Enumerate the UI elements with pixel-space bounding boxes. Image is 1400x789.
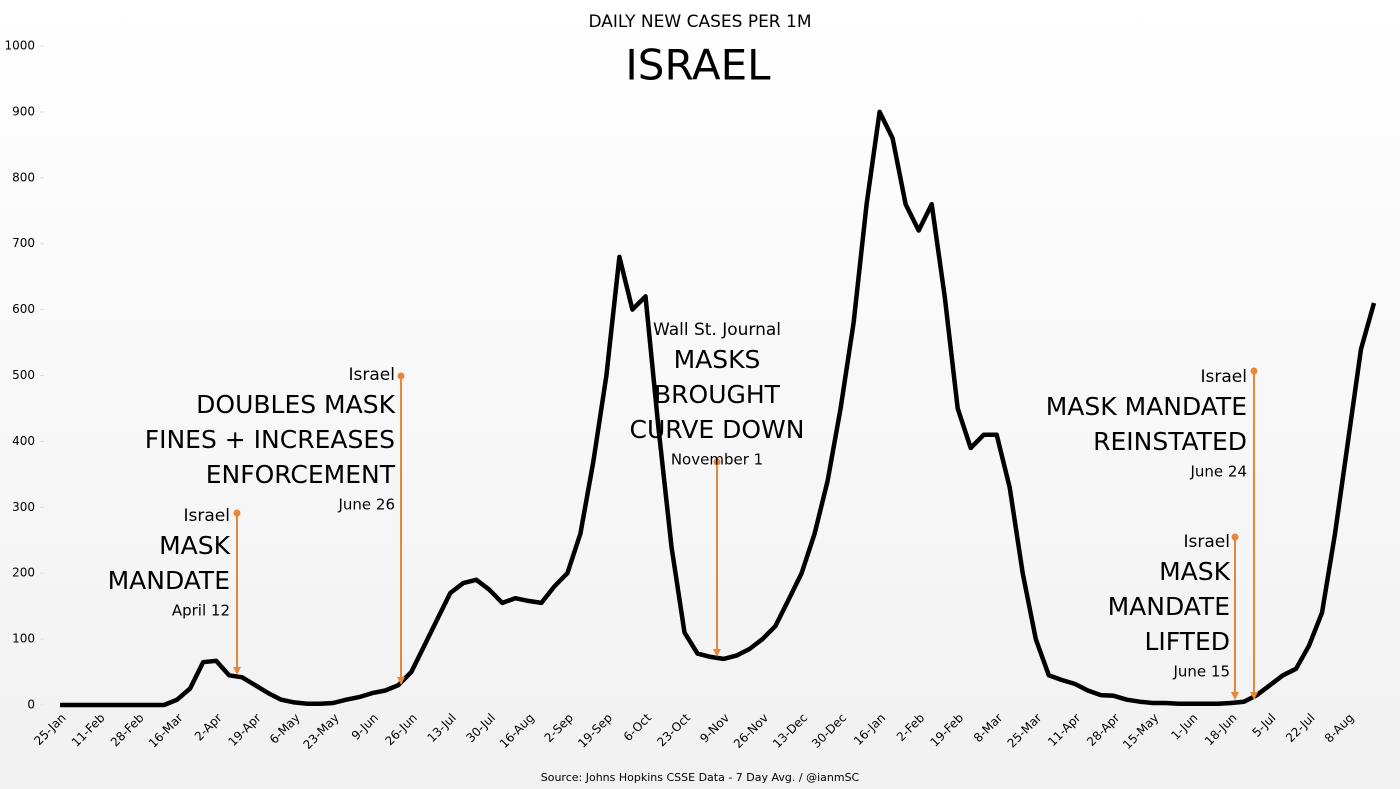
annotation-text: MASK [1159,557,1231,586]
annotation-text: MANDATE [108,566,230,595]
annotation-arrowhead [713,649,721,657]
annotation-text: MASK [159,531,231,560]
y-tick-label: 400 [12,434,35,448]
chart-subtitle: ISRAEL [625,41,771,90]
annotation-text: MANDATE [1108,592,1230,621]
annotation-text: LIFTED [1144,627,1230,656]
annotation-text: REINSTATED [1093,427,1247,456]
annotation-date: November 1 [671,451,763,469]
annotation-text: BROUGHT [654,380,781,409]
annotation-source: Israel [1201,367,1247,387]
annotation-arrowhead [233,667,241,675]
annotation-text: DOUBLES MASK [196,390,395,419]
annotation-dot [713,458,721,466]
annotation-dot [233,509,241,517]
annotation-date: June 24 [1189,463,1247,481]
y-tick-label: 900 [12,104,35,118]
annotation-date: June 15 [1172,663,1230,681]
annotation-date: June 26 [337,496,395,514]
line [60,109,1377,708]
chart-title: DAILY NEW CASES PER 1M [588,12,811,32]
annotation-text: CURVE DOWN [630,415,805,444]
annotation-source: Israel [349,365,395,385]
annotation-source: Wall St. Journal [653,320,781,340]
y-tick-label: 500 [12,368,35,382]
source: Source: Johns Hopkins CSSE Data - 7 Day … [541,771,860,784]
y-tick-label: 0 [27,698,35,712]
y-tick-label: 1000 [4,39,35,53]
y-tick-label: 800 [12,170,35,184]
annotation-arrowhead [1231,692,1239,700]
annotation-date: April 12 [172,602,230,620]
annotation-source: Israel [184,506,230,526]
annotation-arrowhead [397,677,405,685]
annotation-dot [397,372,405,380]
annotation-dot [1231,533,1239,541]
annotation-text: FINES + INCREASES [145,425,395,454]
annotation-arrowhead [1250,692,1258,700]
annotation-source: Israel [1184,532,1230,552]
annotation-dot [1250,367,1258,375]
y-tick-label: 300 [12,500,35,514]
annotation-text: MASK MANDATE [1046,392,1247,421]
y-tick-label: 600 [12,302,35,316]
annotation-text: ENFORCEMENT [206,460,396,489]
y-tick-label: 700 [12,236,35,250]
y-tick-label: 100 [12,632,35,646]
annotation-text: MASKS [674,345,761,374]
y-tick-label: 200 [12,566,35,580]
